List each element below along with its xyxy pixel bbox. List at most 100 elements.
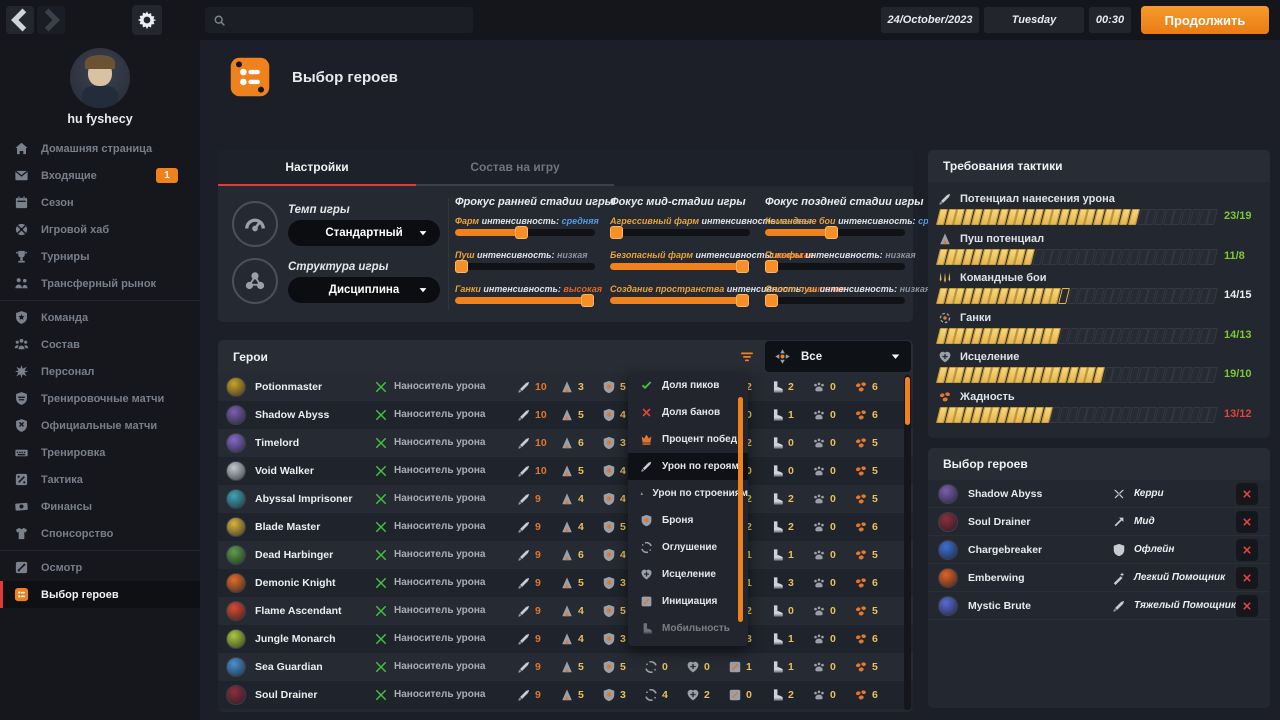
intensity-slider[interactable] xyxy=(455,260,595,273)
sidebar-item-team[interactable]: Команда xyxy=(0,304,200,331)
sort-menu-item-xmark[interactable]: Доля банов xyxy=(628,399,748,426)
sidebar-item-tmatch[interactable]: Тренировочные матчи xyxy=(0,385,200,412)
search-input[interactable] xyxy=(232,14,452,26)
table-row[interactable]: Timelord Наноситель урона 10 6 3 0 0 2 0… xyxy=(218,429,913,457)
forward-button[interactable] xyxy=(37,6,65,34)
menu-scrollbar-thumb[interactable] xyxy=(738,397,743,622)
boot-stat-cell xyxy=(770,660,784,674)
sort-menu-item-init[interactable]: Инициация xyxy=(628,588,748,615)
remove-pick-button[interactable] xyxy=(1236,539,1258,561)
hero-role: Наноситель урона xyxy=(394,465,486,476)
intensity-slider[interactable] xyxy=(610,260,750,273)
sidebar-item-transfer[interactable]: Трансферный рынок xyxy=(0,270,200,297)
sword-icon xyxy=(517,632,531,646)
game-structure-dropdown[interactable]: Дисциплина xyxy=(288,277,440,303)
tower-stat-value: 4 xyxy=(578,521,584,533)
sidebar-item-calendar[interactable]: Сезон xyxy=(0,189,200,216)
slider-thumb[interactable] xyxy=(735,260,749,273)
active-tab-underline xyxy=(218,184,416,186)
sidebar-item-tactic[interactable]: Тактика xyxy=(0,466,200,493)
table-row[interactable]: Soul Drainer Наноситель урона 9 5 3 4 2 … xyxy=(218,681,913,709)
tab-lineup[interactable]: Состав на игру xyxy=(470,160,560,174)
intensity-slider[interactable] xyxy=(455,226,595,239)
table-row[interactable]: Shadow Abyss Наноситель урона 10 5 4 0 0… xyxy=(218,401,913,429)
sidebar-item-finance[interactable]: Финансы xyxy=(0,493,200,520)
sort-menu-item-shield[interactable]: Броня xyxy=(628,507,748,534)
sidebar-item-train[interactable]: Тренировка xyxy=(0,439,200,466)
paw-stat-value: 0 xyxy=(830,605,836,617)
search-bar[interactable] xyxy=(205,7,473,33)
settings-button[interactable] xyxy=(132,5,162,35)
sidebar-item-heropick[interactable]: Выбор героев xyxy=(0,581,200,608)
sidebar-item-scout[interactable]: Осмотр xyxy=(0,554,200,581)
sort-menu-item-tower[interactable]: Урон по строениям xyxy=(628,480,748,507)
intensity-slider[interactable] xyxy=(610,294,750,307)
coins-stat-value: 5 xyxy=(872,549,878,561)
sidebar-item-roster[interactable]: Состав xyxy=(0,331,200,358)
tower-icon xyxy=(560,688,574,702)
remove-pick-button[interactable] xyxy=(1236,595,1258,617)
sort-menu-item-stun[interactable]: Оглушение xyxy=(628,534,748,561)
remove-pick-button[interactable] xyxy=(1236,511,1258,533)
table-row[interactable]: Sea Guardian Наноситель урона 9 5 5 0 0 … xyxy=(218,653,913,681)
sword-stat-value: 9 xyxy=(535,521,541,533)
coins-stat-value: 6 xyxy=(872,521,878,533)
tab-settings[interactable]: Настройки xyxy=(285,160,349,174)
slider-thumb[interactable] xyxy=(765,260,778,273)
sidebar-item-mail[interactable]: Входящие 1 xyxy=(0,162,200,189)
sidebar-item-trophy[interactable]: Турниры xyxy=(0,243,200,270)
sidebar-item-hub[interactable]: Игровой хаб xyxy=(0,216,200,243)
slider-thumb[interactable] xyxy=(765,294,778,307)
continue-button[interactable]: Продолжить xyxy=(1141,6,1269,34)
slider-thumb[interactable] xyxy=(735,294,749,307)
heropick-icon xyxy=(14,587,29,602)
paw-icon xyxy=(812,576,826,590)
intensity-slider[interactable] xyxy=(765,294,905,307)
coins-stat-cell xyxy=(854,520,868,534)
table-row[interactable]: Void Walker Наноситель урона 10 5 4 0 0 … xyxy=(218,457,913,485)
boot-stat-value: 1 xyxy=(788,549,794,561)
paw-icon xyxy=(812,492,826,506)
sidebar-item-omatch[interactable]: Официальные матчи xyxy=(0,412,200,439)
intensity-slider[interactable] xyxy=(455,294,595,307)
remove-pick-button[interactable] xyxy=(1236,483,1258,505)
table-row[interactable]: Jungle Monarch Наноситель урона 9 4 3 0 … xyxy=(218,625,913,653)
intensity-slider[interactable] xyxy=(765,260,905,273)
sort-menu-item-winrate[interactable]: Процент побед xyxy=(628,426,748,453)
game-tempo-dropdown[interactable]: Стандартный xyxy=(288,220,440,246)
intensity-slider[interactable] xyxy=(610,226,750,239)
heal-stat-value: 0 xyxy=(704,661,710,673)
boot-stat-value: 0 xyxy=(788,465,794,477)
slider-thumb[interactable] xyxy=(610,226,623,239)
sword-stat-value: 9 xyxy=(535,493,541,505)
role-filter-dropdown[interactable]: Все xyxy=(765,341,911,372)
table-scrollbar-track[interactable] xyxy=(904,375,911,710)
table-scrollbar-thumb[interactable] xyxy=(905,377,910,425)
tmatch-icon xyxy=(14,391,29,406)
table-row[interactable]: Abyssal Imprisoner Наноситель урона 9 4 … xyxy=(218,485,913,513)
table-row[interactable]: Demonic Knight Наноситель урона 9 5 3 0 … xyxy=(218,569,913,597)
back-button[interactable] xyxy=(6,6,34,34)
slider-thumb[interactable] xyxy=(580,294,594,307)
sort-menu-item-check[interactable]: Доля пиков xyxy=(628,372,748,399)
sort-menu-item-heal[interactable]: Исцеление xyxy=(628,561,748,588)
sort-filter-button[interactable] xyxy=(737,347,757,367)
table-row[interactable]: Potionmaster Наноситель урона 10 3 5 0 0… xyxy=(218,373,913,401)
table-row[interactable]: Blade Master Наноситель урона 9 4 5 0 0 … xyxy=(218,513,913,541)
sidebar-item-sponsor[interactable]: Спонсорство xyxy=(0,520,200,547)
tab-bar: Настройки Состав на игру xyxy=(218,150,913,186)
remove-pick-button[interactable] xyxy=(1236,567,1258,589)
shield-stat-value: 5 xyxy=(620,521,626,533)
intensity-slider[interactable] xyxy=(765,226,905,239)
slider-thumb[interactable] xyxy=(514,226,528,239)
sidebar-item-home[interactable]: Домашняя страница xyxy=(0,135,200,162)
slider-thumb[interactable] xyxy=(824,226,838,239)
sidebar-item-staff[interactable]: Персонал xyxy=(0,358,200,385)
slider-thumb[interactable] xyxy=(455,260,468,273)
table-row[interactable]: Flame Ascendant Наноситель урона 9 4 5 0… xyxy=(218,597,913,625)
sort-menu-item-sword[interactable]: Урон по героям xyxy=(628,453,748,480)
hero-avatar xyxy=(938,512,958,532)
sort-menu-item-boot[interactable]: Мобильность xyxy=(628,615,748,642)
table-row[interactable]: Dead Harbinger Наноситель урона 9 6 4 0 … xyxy=(218,541,913,569)
caret-down-icon xyxy=(418,285,428,295)
